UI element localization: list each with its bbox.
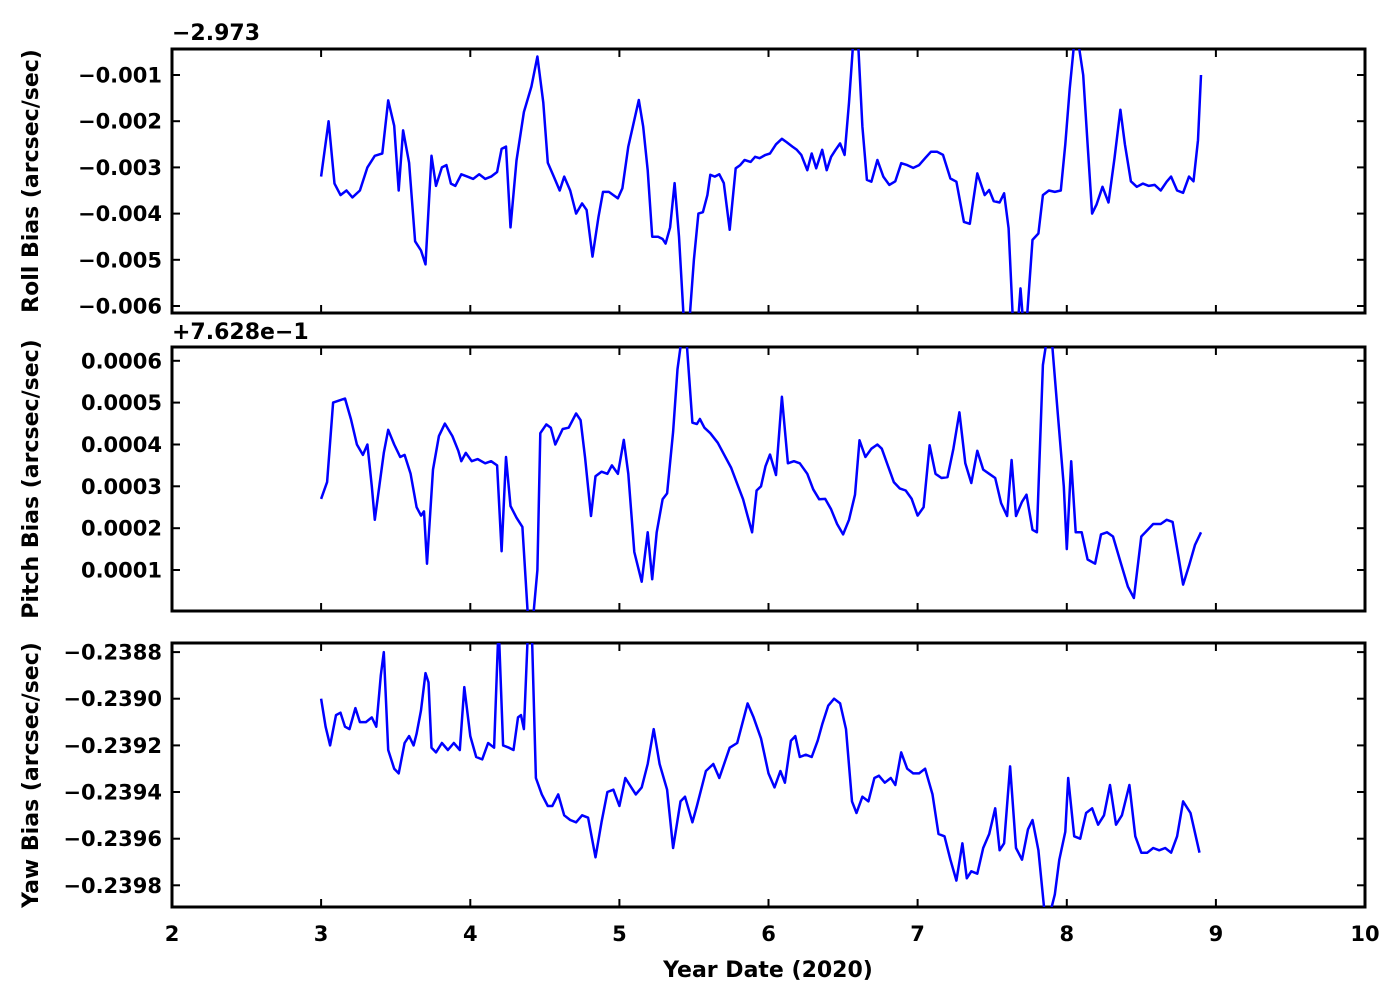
y-tick-label: −0.001 bbox=[78, 64, 162, 88]
roll-y-axis-label: Roll Bias (arcsec/sec) bbox=[19, 49, 44, 313]
y-tick-label: 0.0002 bbox=[81, 517, 162, 541]
x-tick-label: 6 bbox=[761, 922, 776, 946]
y-tick-label: −0.2390 bbox=[63, 687, 162, 711]
roll-offset-text: −2.973 bbox=[172, 21, 260, 46]
roll-bias-line bbox=[319, 49, 1203, 313]
y-tick-label: −0.003 bbox=[78, 156, 162, 180]
yaw-bias-line bbox=[319, 643, 1201, 907]
y-tick-label: 0.0001 bbox=[81, 559, 162, 583]
y-tick-label: −0.2388 bbox=[63, 641, 162, 665]
x-tick-label: 5 bbox=[612, 922, 627, 946]
pitch-offset-text: +7.628e−1 bbox=[172, 320, 309, 345]
x-tick-label: 8 bbox=[1059, 922, 1074, 946]
y-tick-label: −0.2392 bbox=[63, 734, 162, 758]
yaw-tick-marks bbox=[171, 643, 1366, 907]
roll-y-tick-labels: −0.001 −0.002 −0.003 −0.004 −0.005 −0.006 bbox=[78, 64, 162, 319]
pitch-bias-panel: +7.628e−1 Pitch Bias (arcsec/sec) 0.0006… bbox=[19, 320, 1367, 619]
pitch-y-tick-labels: 0.0006 0.0005 0.0004 0.0003 0.0002 0.0001 bbox=[81, 349, 162, 582]
y-tick-label: −0.2396 bbox=[63, 827, 162, 851]
y-tick-label: −0.2394 bbox=[63, 781, 162, 805]
x-tick-label: 9 bbox=[1209, 922, 1224, 946]
x-tick-label: 2 bbox=[165, 922, 180, 946]
y-tick-label: −0.002 bbox=[78, 110, 162, 134]
y-tick-label: −0.004 bbox=[78, 202, 162, 226]
y-tick-label: 0.0005 bbox=[81, 391, 162, 415]
y-tick-label: 0.0003 bbox=[81, 475, 162, 499]
y-tick-label: −0.005 bbox=[78, 248, 162, 272]
roll-tick-marks bbox=[171, 49, 1366, 313]
y-tick-label: 0.0006 bbox=[81, 349, 162, 373]
yaw-y-axis-label: Yaw Bias (arcsec/sec) bbox=[19, 642, 44, 909]
y-tick-label: −0.006 bbox=[78, 295, 162, 319]
y-tick-label: 0.0004 bbox=[81, 433, 162, 457]
pitch-y-axis-label: Pitch Bias (arcsec/sec) bbox=[19, 339, 44, 618]
roll-panel-frame bbox=[170, 47, 1367, 315]
pitch-bias-line bbox=[319, 347, 1203, 611]
yaw-bias-panel: Yaw Bias (arcsec/sec) −0.2388−0.2390−0.2… bbox=[19, 641, 1367, 909]
roll-bias-panel: −2.973 Roll Bias (arcsec/sec) −0.001−0.0… bbox=[19, 21, 1367, 319]
pitch-tick-marks bbox=[171, 347, 1366, 611]
x-tick-label: 7 bbox=[910, 922, 925, 946]
x-tick-label: 10 bbox=[1350, 922, 1379, 946]
yaw-y-tick-labels: −0.2388 −0.2390 −0.2392 −0.2394 −0.2396 −0.23… bbox=[63, 641, 162, 898]
x-tick-label: 3 bbox=[314, 922, 329, 946]
x-tick-label: 4 bbox=[463, 922, 478, 946]
x-axis-label: Year Date (2020) bbox=[662, 958, 873, 983]
x-tick-labels: 2 3 4 5 6 7 8 9 10 bbox=[165, 922, 1380, 946]
y-tick-label: −0.2398 bbox=[63, 874, 162, 898]
